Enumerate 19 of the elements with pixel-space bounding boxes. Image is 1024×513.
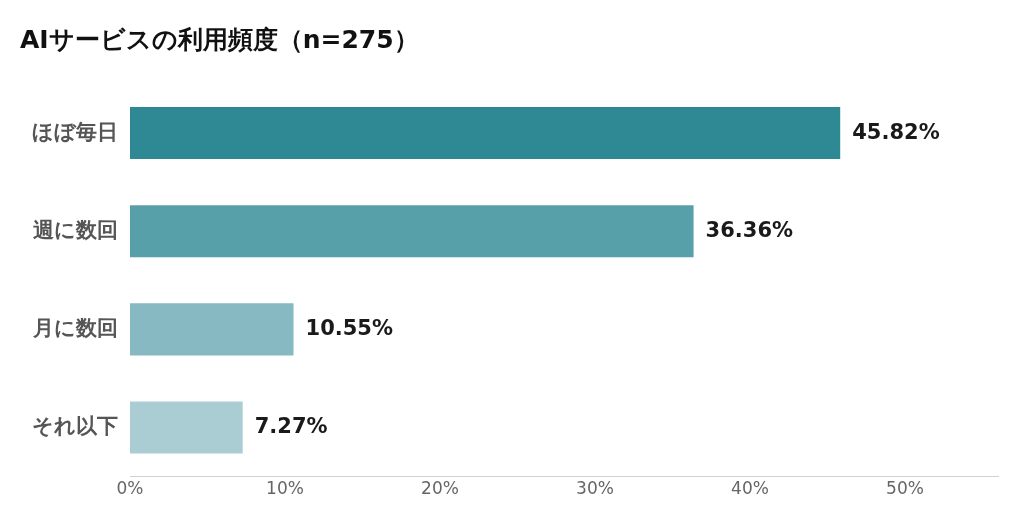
data-label: 10.55% <box>305 315 393 340</box>
x-tick-label: 20% <box>421 478 459 499</box>
y-tick-label: 週に数回 <box>33 217 118 242</box>
y-tick-label: 月に数回 <box>32 315 118 340</box>
x-tick-label: 30% <box>576 478 614 499</box>
bar <box>130 401 243 454</box>
bar <box>130 303 294 356</box>
x-tick-label: 50% <box>886 478 924 499</box>
data-label: 36.36% <box>705 217 794 242</box>
x-tick-label: 0% <box>116 478 144 499</box>
y-tick-label: それ以下 <box>32 413 118 438</box>
x-tick-label: 10% <box>266 478 304 499</box>
x-tick-label: 40% <box>731 478 769 499</box>
data-label: 7.27% <box>254 413 328 438</box>
data-label: 45.82% <box>852 119 940 144</box>
chart-title: AIサービスの利用頻度（n=275） <box>20 24 419 54</box>
bar <box>130 205 694 258</box>
bar <box>130 107 841 160</box>
y-tick-label: ほぼ毎日 <box>32 119 118 144</box>
